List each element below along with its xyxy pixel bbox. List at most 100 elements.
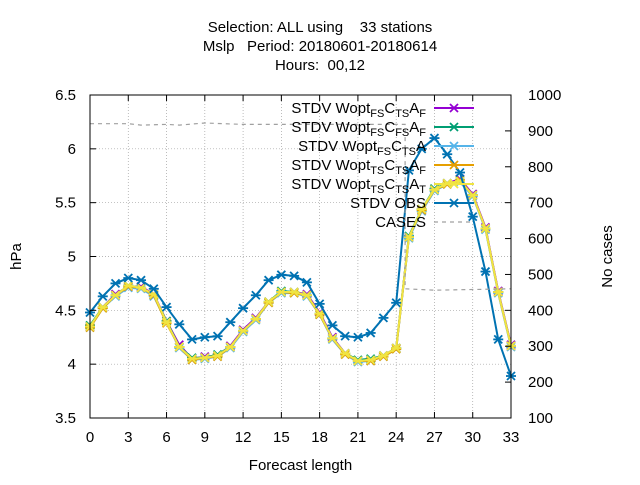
legend-label-part: A [409,119,419,136]
data-point [365,328,376,338]
legend-label-part: TS [370,184,384,196]
legend-label-part: TS [395,184,409,196]
legend-marker [449,179,459,189]
legend-label: CASES [375,214,426,231]
legend-label-part: C [391,138,402,155]
y2-tick-label: 600 [528,231,553,248]
data-point [174,319,185,329]
series-line [89,177,512,362]
x-tick-label: 9 [201,429,209,446]
data-point [110,290,121,300]
legend-label: STDV WoptFSCTSAF [291,100,426,120]
legend-marker [449,198,459,208]
legend-label-part: F [419,108,426,120]
y2-tick-label: 300 [528,338,553,355]
chart-ticks: 0 3 6 9 12 15 18 21 24 27 30 33 3.5 4 4.5 5 5.5 6 6.5 100 20… [55,87,561,446]
series-line [89,180,512,361]
legend-label-part: C [384,176,395,193]
legend-label-part: FS [395,127,409,139]
legend-label-part: STDV Wopt [298,138,378,155]
data-point [123,280,134,291]
data-point [416,144,427,154]
legend-label-part: C [384,119,395,136]
legend-label: STDV OBS [350,195,426,212]
x-tick-label: 0 [86,429,94,446]
data-point [365,355,376,365]
data-point [301,290,312,300]
x-tick-label: 24 [388,429,405,446]
data-point [187,354,198,364]
title-line: Mslp Period: 20180601-20180614 [203,38,437,55]
series-line [90,122,512,291]
y-tick-label: 3.5 [55,410,76,427]
data-point [199,332,210,342]
legend-label-part: TS [395,108,409,120]
y2-tick-label: 500 [528,266,553,283]
data-point [454,167,465,178]
data-point [97,291,108,301]
chart-grid [90,95,511,418]
x-tick-label: 27 [426,429,443,446]
legend-label-part: A [409,176,419,193]
y-tick-label: 4.5 [55,302,76,319]
data-point [161,302,172,312]
y2-tick-label: 1000 [528,87,561,104]
data-point [429,133,440,143]
legend-label-part: CASES [375,214,426,231]
y-tick-label: 5.5 [55,195,76,212]
data-point [225,342,236,352]
data-point [263,297,274,307]
data-point [301,277,312,287]
x-tick-label: 15 [273,429,290,446]
data-point [416,204,427,214]
data-point [212,331,223,341]
legend-label-part: FS [370,108,384,120]
x-tick-label: 6 [162,429,170,446]
data-point [493,334,504,345]
x-tick-label: 3 [124,429,132,446]
data-point [250,290,261,300]
chart-title: Selection: ALL using 33 stations Mslp Per… [203,19,437,74]
legend-label: STDV WoptFSCTSA [298,138,426,158]
legend-label-part: TS [402,146,416,158]
legend-label-part: F [419,127,426,139]
chart-series [85,122,516,381]
legend-label-part: C [384,157,395,174]
y2-tick-label: 400 [528,302,553,319]
data-point [97,302,108,312]
title-line: Selection: ALL using 33 stations [208,19,433,36]
data-point [289,271,300,281]
legend-marker [449,141,459,151]
data-point [187,334,198,345]
data-point [378,313,389,323]
data-point [289,287,300,297]
legend-label-part: T [419,184,426,196]
data-point [429,185,440,195]
legend-label-part: STDV Wopt [291,119,371,136]
x-tick-label: 33 [503,429,520,446]
series-6 [90,122,512,291]
y2-tick-label: 700 [528,195,553,212]
y2-tick-label: 100 [528,410,553,427]
data-point [123,273,134,283]
data-point [174,342,185,352]
data-point [391,343,402,353]
legend-label-part: A [409,157,419,174]
legend-label-part: STDV Wopt [291,100,371,117]
legend-label-part: STDV Wopt [291,157,371,174]
y-tick-label: 5 [68,249,76,266]
legend-label-part: FS [377,146,391,158]
legend-marker [449,160,459,170]
data-point [199,353,210,363]
data-point [314,299,325,309]
data-point [263,275,274,285]
data-point [340,331,351,341]
data-point [442,149,453,159]
data-point [403,232,414,242]
legend-label-part: STDV Wopt [291,176,371,193]
series-line [89,180,512,362]
data-point [314,308,325,319]
series-line [89,178,512,362]
data-point [161,317,172,327]
